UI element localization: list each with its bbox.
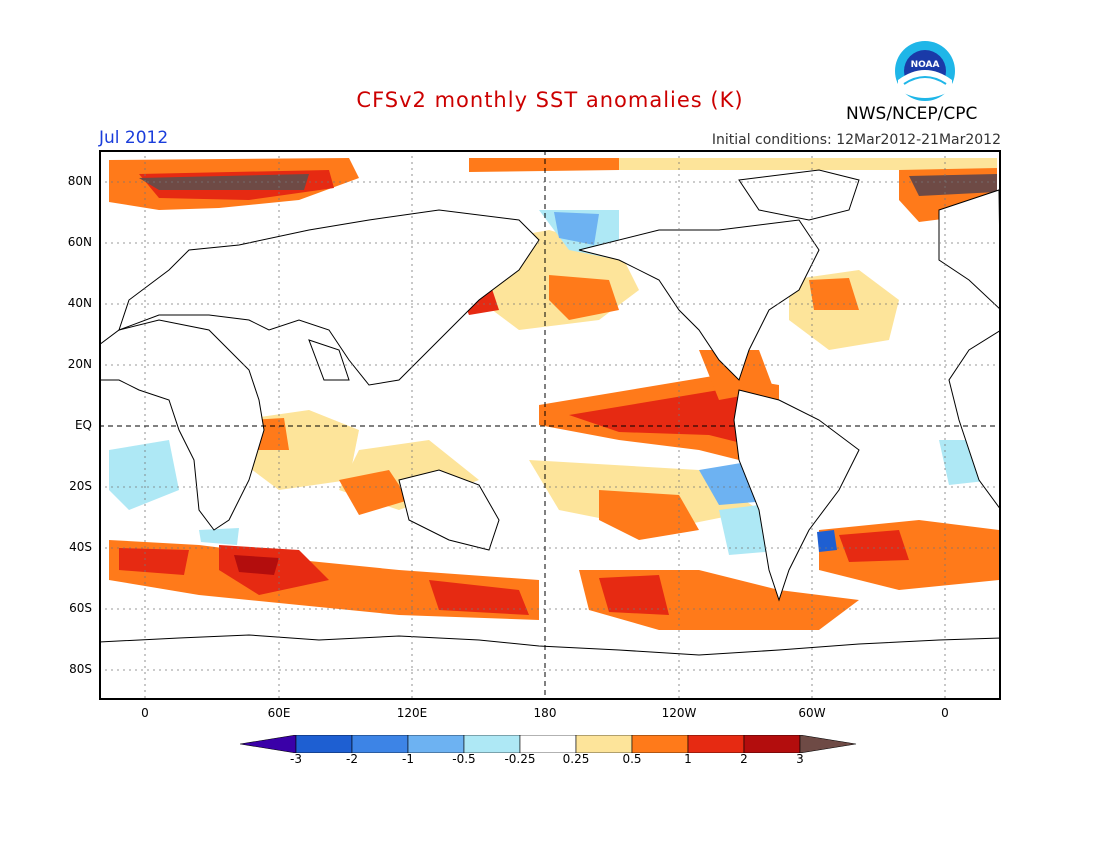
lon-tick: 180	[533, 706, 557, 720]
colorbar-bin	[407, 735, 465, 753]
lon-tick: 60E	[267, 706, 291, 720]
colorbar-label: 2	[740, 752, 748, 766]
map-svg	[99, 150, 1001, 700]
colorbar-label: -1	[402, 752, 414, 766]
colorbar-label: -3	[290, 752, 302, 766]
noaa-logo: NOAA	[895, 41, 955, 101]
colorbar-bin	[295, 735, 353, 753]
colorbar-bin	[687, 735, 745, 753]
colorbar-bin	[240, 735, 297, 753]
colorbar-bin	[743, 735, 801, 753]
lat-tick: 40N	[67, 296, 92, 310]
sst-anomaly-map	[99, 150, 1001, 700]
colorbar-label: 0.5	[622, 752, 642, 766]
colorbar-bin	[631, 735, 689, 753]
lat-tick: 40S	[69, 540, 92, 554]
forecast-month-label: Jul 2012	[99, 128, 169, 148]
agency-label: NWS/NCEP/CPC	[846, 104, 978, 124]
lat-tick: 60N	[67, 235, 92, 249]
lon-tick: 60W	[798, 706, 826, 720]
colorbar	[240, 735, 857, 753]
graticule	[99, 150, 1001, 700]
chart-title: CFSv2 monthly SST anomalies (K)	[356, 88, 744, 112]
colorbar-bin	[351, 735, 409, 753]
coastlines	[99, 169, 1001, 700]
map-frame	[99, 150, 1001, 700]
colorbar-label: 3	[796, 752, 804, 766]
colorbar-bin	[575, 735, 633, 753]
colorbar-bin	[463, 735, 521, 753]
colorbar-bins	[240, 735, 857, 753]
lon-tick: 0	[141, 706, 149, 720]
lat-tick: 80N	[67, 174, 92, 188]
colorbar-bin	[519, 735, 577, 753]
lon-tick: 0	[941, 706, 949, 720]
lon-tick: 120E	[396, 706, 428, 720]
colorbar-label: 1	[684, 752, 692, 766]
lat-tick: EQ	[74, 418, 92, 432]
colorbar-label: -0.5	[452, 752, 476, 766]
lat-tick: 80S	[69, 662, 92, 676]
lat-tick: 60S	[69, 601, 92, 615]
reference-lines	[99, 150, 1001, 700]
lat-tick: 20S	[69, 479, 92, 493]
lon-tick: 120W	[661, 706, 697, 720]
colorbar-label: -2	[346, 752, 358, 766]
initial-conditions-label: Initial conditions: 12Mar2012-21Mar2012	[711, 132, 1001, 148]
colorbar-bin	[799, 735, 857, 753]
noaa-logo-text: NOAA	[911, 60, 940, 70]
colorbar-label: 0.25	[562, 752, 590, 766]
colorbar-label: -0.25	[504, 752, 536, 766]
lat-tick: 20N	[67, 357, 92, 371]
